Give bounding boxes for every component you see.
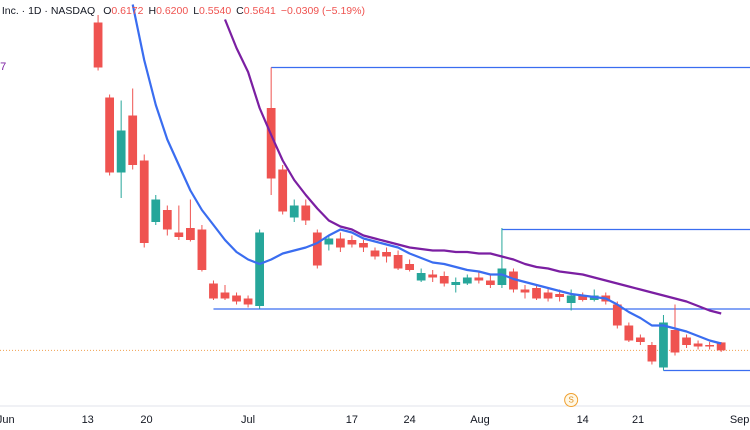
candle-body (428, 274, 438, 278)
x-tick-label: Sep (730, 414, 750, 426)
candle-body (209, 283, 218, 299)
candle-body (393, 255, 403, 269)
candle-body (543, 292, 553, 299)
ohlc-key: C (236, 5, 244, 17)
candle-body (243, 298, 253, 305)
candle-body (266, 108, 276, 179)
candle-body (347, 240, 357, 245)
candle-body (162, 210, 172, 230)
moving-average-line (223, 19, 722, 315)
event-marker (564, 393, 579, 407)
moving-average-line (131, 4, 722, 345)
price-change: −0.0309 (−5.19%) (281, 5, 365, 17)
candle-body (128, 115, 138, 165)
symbol-info: , Inc. · 1D · NASDAQ (0, 5, 95, 17)
candle-body (670, 330, 680, 353)
x-tick-label: 13 (82, 414, 94, 426)
candle-body (220, 292, 230, 299)
candle-body (301, 205, 311, 221)
x-tick-label: 21 (632, 414, 644, 426)
candle-body (520, 289, 530, 293)
candle-body (462, 277, 472, 284)
ohlc-value: 0.6172 (111, 5, 143, 17)
candle-body (197, 229, 207, 270)
x-tick-label: 24 (403, 414, 415, 426)
ohlc-value: 0.5540 (199, 5, 231, 17)
candle-body (497, 268, 507, 285)
candle-body (716, 342, 726, 351)
candle-body (232, 295, 241, 302)
ohlc-value: 0.5641 (244, 5, 276, 17)
candle-body (93, 22, 103, 68)
candle-body (105, 97, 114, 173)
candle-body (693, 343, 703, 347)
candle-body (486, 280, 495, 285)
ohlc-key: H (148, 5, 156, 17)
candle-body (509, 271, 518, 290)
candle-body (324, 238, 334, 245)
candle-body (659, 322, 668, 368)
candle-body (647, 345, 657, 362)
candle-body (612, 304, 622, 326)
candle-body (336, 238, 345, 248)
candle-body (370, 250, 380, 257)
candle-body (139, 160, 149, 243)
candle-body (682, 337, 691, 345)
candle-body (186, 228, 195, 240)
x-tick-label: 17 (346, 414, 358, 426)
candle-body (151, 199, 161, 222)
event-label: S (568, 396, 573, 405)
candle-body (705, 345, 714, 347)
candle-body (359, 243, 368, 248)
candle-body (474, 277, 484, 281)
candle-body (416, 273, 426, 281)
candle-body (255, 232, 264, 306)
candle-body (578, 295, 588, 300)
candle-body (289, 205, 299, 218)
candle-body (116, 130, 126, 173)
x-tick-label: Jul (241, 414, 255, 426)
x-tick-label: Jun (0, 414, 15, 426)
candle-body (382, 252, 391, 257)
candle-body (405, 264, 414, 270)
ohlc-value: 0.6200 (156, 5, 188, 17)
candle-body (555, 294, 564, 297)
candle-body (451, 282, 461, 285)
ohlc-key: O (103, 5, 111, 17)
candle-body (278, 169, 288, 212)
candle-body (439, 276, 449, 284)
x-tick-label: 20 (140, 414, 152, 426)
candle-body (532, 288, 541, 299)
x-tick-label: 14 (577, 414, 589, 426)
candle-body (636, 337, 645, 342)
ohlc-key: L (193, 5, 199, 17)
candle-body (312, 232, 322, 266)
chart-header: , Inc. · 1D · NASDAQ O0.6172 H0.6200 L0.554… (0, 5, 365, 17)
candle-body (566, 295, 576, 303)
candle-body (174, 232, 184, 237)
candle-body (624, 325, 634, 341)
x-tick-label: Aug (470, 414, 490, 426)
legend-label: 47 (0, 61, 6, 73)
